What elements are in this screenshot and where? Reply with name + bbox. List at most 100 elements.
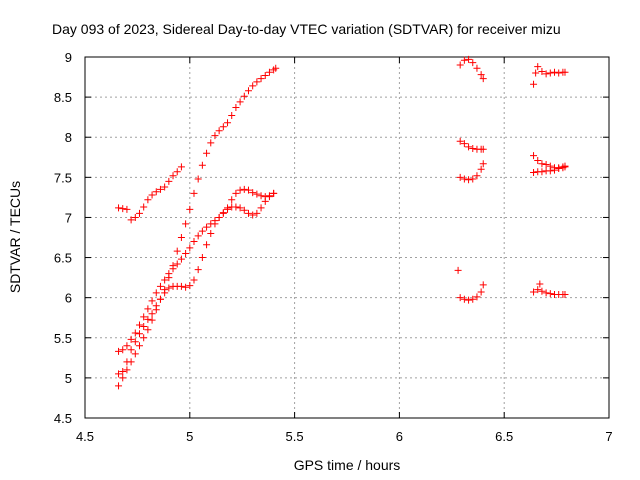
data-point xyxy=(156,295,164,303)
data-point xyxy=(469,144,477,152)
data-point xyxy=(538,160,546,168)
data-point xyxy=(555,69,563,77)
data-point xyxy=(265,192,273,200)
data-point xyxy=(169,172,177,180)
chart-title: Day 093 of 2023, Sidereal Day-to-day VTE… xyxy=(52,21,561,37)
data-point xyxy=(161,183,169,191)
data-point xyxy=(534,156,542,164)
data-point xyxy=(123,205,131,213)
data-point xyxy=(477,288,485,296)
data-point xyxy=(536,280,544,288)
data-point xyxy=(182,250,190,258)
data-point xyxy=(177,255,185,263)
data-point xyxy=(261,193,269,201)
data-point xyxy=(534,63,542,71)
data-point xyxy=(253,209,261,217)
data-point xyxy=(207,139,215,147)
data-point xyxy=(177,282,185,290)
data-point xyxy=(182,283,190,291)
data-point xyxy=(123,366,131,374)
data-point xyxy=(165,177,173,185)
data-point xyxy=(123,358,131,366)
data-point xyxy=(219,209,227,217)
data-point xyxy=(265,68,273,76)
data-point xyxy=(542,70,550,78)
data-point xyxy=(236,204,244,212)
data-point xyxy=(177,234,185,241)
data-point xyxy=(127,335,135,343)
data-point xyxy=(538,67,546,75)
data-point xyxy=(465,296,473,304)
x-tick-label: 4.5 xyxy=(76,429,94,444)
data-point xyxy=(477,71,485,79)
data-point xyxy=(194,232,202,240)
data-point xyxy=(198,161,206,169)
x-tick-label: 7 xyxy=(605,429,612,444)
data-point xyxy=(224,119,232,127)
x-tick-label: 6 xyxy=(396,429,403,444)
data-point xyxy=(561,163,569,171)
grid xyxy=(85,57,609,418)
data-point xyxy=(115,370,123,378)
data-point xyxy=(135,321,143,329)
y-tick-label: 7 xyxy=(65,210,72,225)
data-point xyxy=(165,270,173,278)
data-point xyxy=(534,286,542,294)
data-point xyxy=(119,374,127,382)
data-points xyxy=(115,55,569,390)
data-point xyxy=(228,112,236,120)
series-arc-6.7-low xyxy=(530,280,569,298)
data-point xyxy=(190,189,198,197)
data-point xyxy=(186,205,194,213)
data-point xyxy=(203,223,211,231)
data-point xyxy=(257,75,265,83)
data-point xyxy=(232,203,240,211)
data-point xyxy=(542,289,550,297)
data-point xyxy=(244,209,252,217)
series-arc-6.3-mid-a xyxy=(456,137,487,153)
data-point xyxy=(144,196,152,204)
data-point xyxy=(253,190,261,198)
data-point xyxy=(156,185,164,193)
data-point xyxy=(240,206,248,214)
y-tick-label: 6 xyxy=(65,291,72,306)
data-point xyxy=(198,227,206,235)
data-point xyxy=(272,64,280,72)
series-arc-middle xyxy=(115,185,278,355)
data-point xyxy=(542,160,550,168)
data-point xyxy=(186,282,194,290)
data-point xyxy=(460,295,468,303)
data-point xyxy=(215,213,223,221)
data-point xyxy=(135,209,143,217)
data-point xyxy=(249,82,257,90)
data-point xyxy=(203,149,211,157)
data-point xyxy=(156,282,164,290)
x-tick-label: 6.5 xyxy=(495,429,513,444)
x-tick-label: 5 xyxy=(186,429,193,444)
data-point xyxy=(546,167,554,175)
data-point xyxy=(249,189,257,197)
data-point xyxy=(465,55,473,63)
data-point xyxy=(144,305,152,313)
data-point xyxy=(460,175,468,183)
series-arc-main-rising xyxy=(115,64,280,390)
data-point xyxy=(152,302,160,310)
series-arc-6.3-top xyxy=(456,55,487,83)
data-point xyxy=(236,98,244,106)
data-point xyxy=(532,69,540,77)
data-point xyxy=(469,59,477,67)
data-point xyxy=(173,247,181,255)
data-point xyxy=(194,175,202,183)
data-point xyxy=(460,56,468,64)
data-point xyxy=(127,216,135,224)
axis-ticks: 4.5 5 5.5 6 6.5 7 4.5 5 5.5 6 6.5 7 7.5 8 8.5 9 xyxy=(54,50,613,444)
data-point xyxy=(240,92,248,100)
data-point xyxy=(270,189,278,197)
data-point xyxy=(460,140,468,148)
data-point xyxy=(454,266,462,274)
data-point xyxy=(119,346,127,354)
data-point xyxy=(473,172,481,180)
data-point xyxy=(219,123,227,131)
data-point xyxy=(152,289,160,297)
